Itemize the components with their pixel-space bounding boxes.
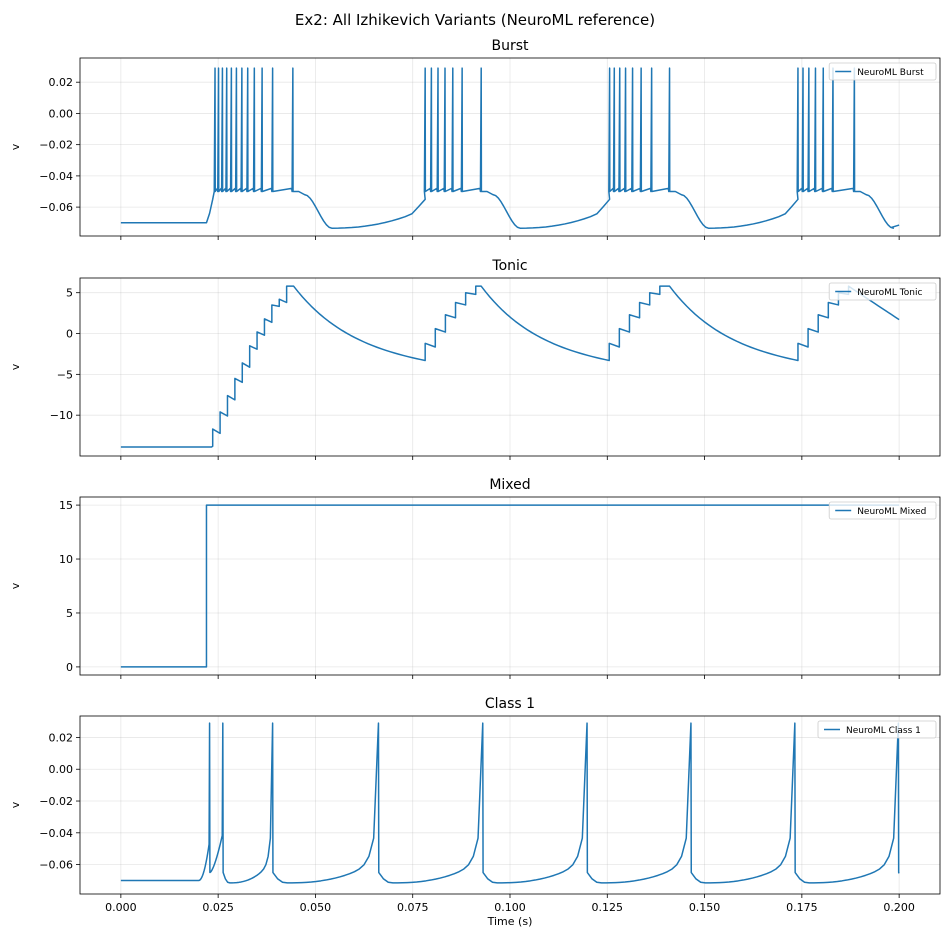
subplot-3: Class 1 0.000 0.025 0.050 0.075 0.100 0.125 0.1… [9, 696, 941, 914]
subplot-2: Mixed 0 5 10 15 v NeuroML Mixed [9, 477, 941, 679]
y-tick-label: −0.06 [39, 201, 73, 214]
y-tick-label: 0.00 [49, 107, 74, 120]
y-tick-label: 0.02 [49, 76, 74, 89]
legend-box [828, 62, 937, 81]
x-axis-label: Time (s) [487, 915, 533, 928]
series-line [120, 722, 900, 884]
legend-label: NeuroML Mixed [857, 507, 926, 517]
y-tick-label: 0 [66, 328, 73, 341]
figure-title: Ex2: All Izhikevich Variants (NeuroML re… [295, 11, 655, 29]
x-tick-label: 0.100 [494, 901, 526, 914]
series-line [120, 67, 900, 229]
y-tick-label: 15 [59, 499, 73, 512]
x-tick-label: 0.125 [592, 901, 624, 914]
y-tick-label: 5 [66, 607, 73, 620]
x-tick-label: 0.150 [689, 901, 721, 914]
y-tick-label: 0.00 [49, 763, 74, 776]
y-tick-label: 0 [66, 661, 73, 674]
y-axis-label: v [9, 143, 22, 150]
y-tick-label: −0.02 [39, 139, 73, 152]
legend: NeuroML Burst [828, 62, 937, 81]
y-axis-label: v [9, 363, 22, 370]
subplot-title: Tonic [491, 258, 527, 274]
y-tick-label: 0.02 [49, 731, 74, 744]
y-tick-label: −10 [50, 409, 73, 422]
subplot-title: Burst [491, 38, 529, 54]
legend-box [817, 720, 937, 739]
y-tick-label: −0.02 [39, 795, 73, 808]
subplot-title: Class 1 [485, 696, 535, 712]
x-tick-label: 0.000 [105, 901, 137, 914]
legend-label: NeuroML Burst [857, 68, 924, 78]
legend-label: NeuroML Tonic [857, 288, 922, 298]
y-tick-label: 5 [66, 287, 73, 300]
series-line [120, 504, 900, 668]
y-axis-label: v [9, 801, 22, 808]
legend-label: NeuroML Class 1 [846, 726, 921, 736]
legend: NeuroML Mixed [828, 501, 937, 520]
subplot-1: Tonic −10 −5 0 5 v NeuroML Tonic [9, 258, 941, 460]
subplot-title: Mixed [489, 477, 530, 493]
legend: NeuroML Class 1 [817, 720, 937, 739]
y-tick-label: −0.06 [39, 859, 73, 872]
x-tick-label: 0.025 [202, 901, 234, 914]
x-tick-label: 0.050 [300, 901, 332, 914]
legend-box [828, 282, 937, 301]
y-tick-label: 10 [59, 553, 73, 566]
subplot-0: Burst −0.06 −0.04 −0.02 0.00 0.02 v NeuroML Bur… [9, 38, 941, 240]
x-tick-label: 0.175 [786, 901, 818, 914]
y-tick-label: −0.04 [39, 827, 73, 840]
x-tick-label: 0.200 [883, 901, 915, 914]
y-tick-label: −0.04 [39, 170, 73, 183]
y-axis-label: v [9, 582, 22, 589]
y-tick-label: −5 [57, 368, 73, 381]
x-tick-label: 0.075 [397, 901, 429, 914]
series-line [120, 285, 900, 448]
legend: NeuroML Tonic [828, 282, 937, 301]
legend-box [828, 501, 937, 520]
